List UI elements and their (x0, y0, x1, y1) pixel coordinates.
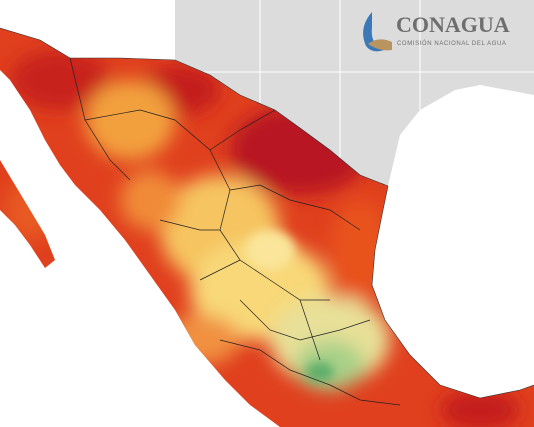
grid (175, 0, 534, 160)
logo-name: CONAGUA (396, 12, 510, 37)
state-borders (69, 57, 401, 406)
logo: CONAGUA COMISIÓN NACIONAL DEL AGUA (363, 12, 510, 52)
logo-icon-base (368, 39, 392, 51)
outline (0, 27, 534, 399)
logo-icon (363, 12, 384, 52)
logo-subtitle: COMISIÓN NACIONAL DEL AGUA (397, 40, 507, 47)
usa-land (175, 0, 534, 186)
